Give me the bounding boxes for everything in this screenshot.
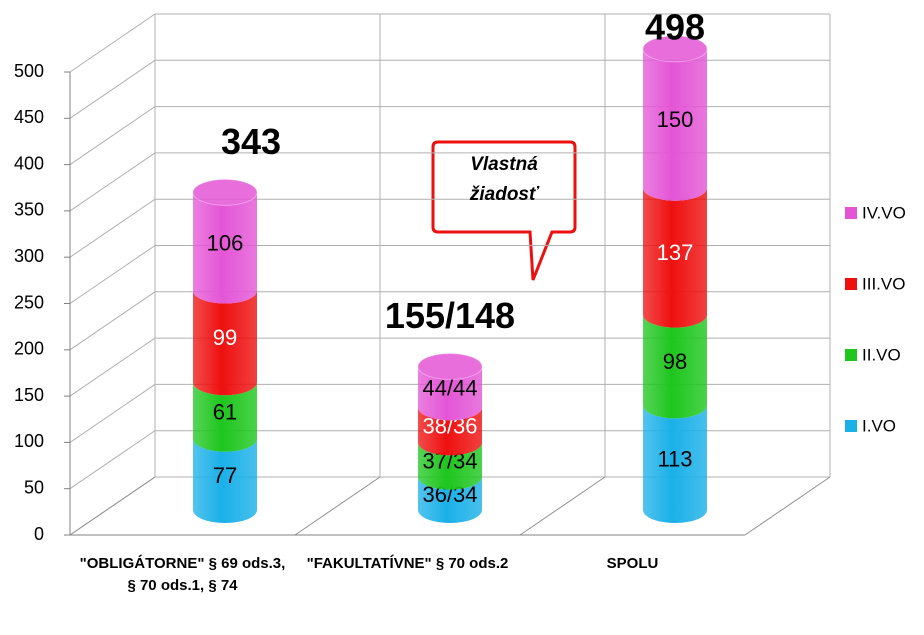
callout-text: Vlastná žiadosť (469, 154, 539, 205)
y-tick-label: 200 (14, 339, 44, 359)
x-tick-label: "OBLIGÁTORNE" § 69 ods.3, § 70 ods.1, § … (79, 555, 286, 594)
grid-line (69, 383, 156, 443)
x-tick-label: SPOLU (606, 555, 659, 572)
legend-label: IV.VO (862, 203, 906, 222)
y-tick-label: 350 (14, 200, 44, 220)
y-tick-label: 0 (34, 524, 44, 544)
floor-line (744, 476, 831, 536)
floor-line (519, 476, 606, 536)
cylinder-segment (418, 407, 482, 456)
total-label: 498 (645, 7, 705, 48)
grid-line (69, 13, 156, 73)
legend-swatch (845, 420, 857, 432)
y-tick-label: 300 (14, 246, 44, 266)
y-tick-label: 400 (14, 153, 44, 173)
cylinder-top (417, 352, 483, 380)
cylinder-top (642, 35, 708, 63)
cylinder-top (192, 178, 258, 206)
grid-line (69, 106, 156, 166)
value-label: 44/44 (422, 376, 477, 401)
legend-label: I.VO (862, 416, 896, 435)
cylinder-segment (643, 48, 707, 201)
y-tick-label: 150 (14, 385, 44, 405)
value-label: 137 (657, 240, 694, 265)
cylinder-segment (418, 442, 482, 490)
value-label: 61 (213, 399, 237, 424)
value-label: 77 (213, 463, 237, 488)
y-tick-label: 450 (14, 107, 44, 127)
y-tick-label: 100 (14, 431, 44, 451)
x-tick-label: "FAKULTATÍVNE" § 70 ods.2 (306, 555, 509, 572)
value-label: 99 (213, 325, 237, 350)
y-tick-label: 250 (14, 292, 44, 312)
cylinder-segment (643, 405, 707, 523)
cylinder-segment (193, 382, 257, 452)
cylinder-segment (643, 314, 707, 419)
grid (69, 13, 831, 536)
legend-swatch (845, 278, 857, 290)
legend-swatch (845, 349, 857, 361)
floor-line (69, 476, 156, 536)
legend-label: III.VO (862, 274, 905, 293)
cylinder-segment (643, 187, 707, 328)
total-label: 343 (221, 121, 281, 162)
cylinder-segment (193, 192, 257, 304)
cylinder-segment (418, 366, 482, 421)
grid-line (69, 198, 156, 258)
y-tick-label: 500 (14, 61, 44, 81)
grid-line (69, 152, 156, 212)
legend-swatch (845, 207, 857, 219)
grid-line (69, 245, 156, 304)
grid-line (69, 430, 156, 490)
y-tick-label: 50 (24, 477, 44, 497)
floor-line (294, 476, 381, 536)
value-label: 113 (657, 446, 692, 471)
cylinder-segment (193, 290, 257, 396)
value-label: 150 (657, 107, 694, 132)
total-label: 155/148 (385, 295, 515, 336)
cylinder-segment (193, 438, 257, 523)
value-label: 98 (663, 349, 687, 374)
grid-line (69, 291, 156, 351)
legend-label: II.VO (862, 345, 901, 364)
value-label: 106 (207, 230, 244, 255)
grid-line (69, 59, 156, 119)
grid-line (69, 337, 156, 397)
cylinder-segment (418, 476, 482, 523)
